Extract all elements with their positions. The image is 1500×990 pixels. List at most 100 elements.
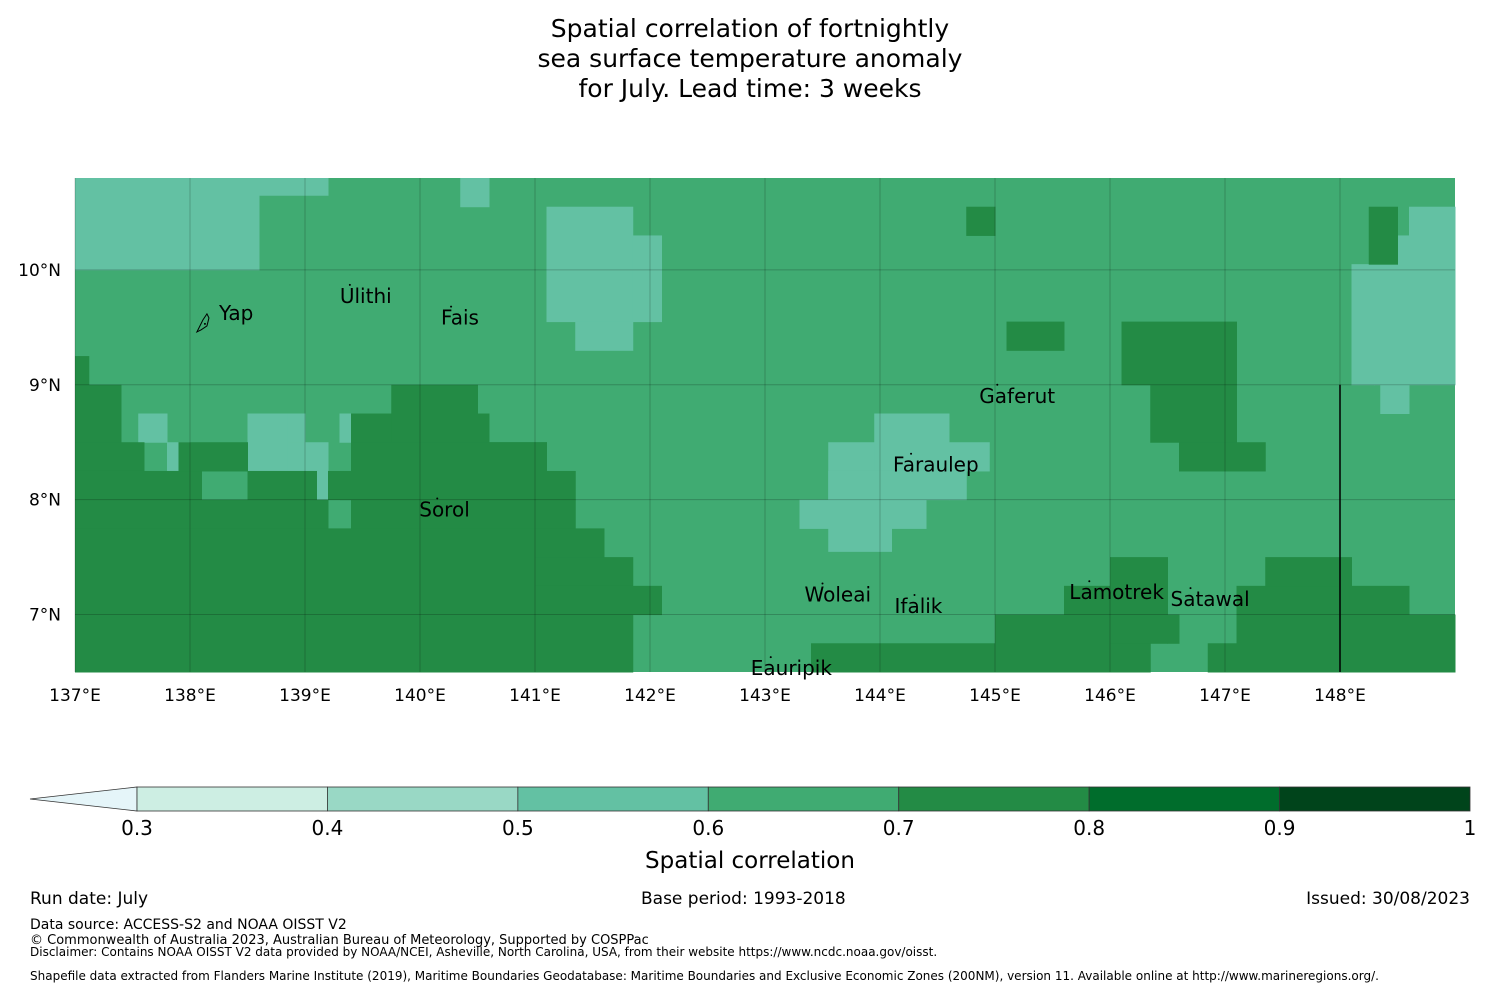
correlation-cell xyxy=(1265,557,1341,587)
lon-tick-label: 143°E xyxy=(739,686,791,706)
correlation-cell xyxy=(1150,384,1237,443)
correlation-cell xyxy=(1409,614,1456,673)
place-label-ulithi: Ulithi xyxy=(340,284,392,308)
colorbar-tick-label: 0.9 xyxy=(1264,816,1296,840)
island-marker xyxy=(348,283,351,286)
lon-tick-label: 140°E xyxy=(394,686,446,706)
colorbar-bin xyxy=(898,786,1090,812)
island-marker xyxy=(996,383,999,386)
base-period: Base period: 1993-2018 xyxy=(641,889,846,909)
correlation-cell xyxy=(75,528,536,673)
colorbar-tick-label: 0.6 xyxy=(692,816,724,840)
island-marker xyxy=(910,452,913,455)
run-date: Run date: July xyxy=(30,889,149,909)
correlation-cell xyxy=(328,470,352,501)
colorbar-extend xyxy=(29,786,138,812)
correlation-cell xyxy=(1351,585,1410,673)
correlation-field xyxy=(75,178,1456,673)
island-marker xyxy=(913,594,916,597)
place-label-satawal: Satawal xyxy=(1171,587,1250,611)
correlation-cell xyxy=(1351,264,1375,386)
correlation-cell xyxy=(546,470,576,501)
copyright: © Commonwealth of Australia 2023, Austra… xyxy=(30,933,649,948)
correlation-cell xyxy=(1368,206,1398,265)
correlation-cell xyxy=(75,178,260,271)
place-label-lamotrek: Lamotrek xyxy=(1069,580,1164,604)
colorbar-bin xyxy=(1279,786,1471,812)
lon-tick-label: 139°E xyxy=(279,686,331,706)
lat-tick-label: 10°N xyxy=(18,261,61,281)
colorbar-tick-label: 0.3 xyxy=(121,816,153,840)
title-line-3: for July. Lead time: 3 weeks xyxy=(578,74,922,103)
place-label-gaferut: Gaferut xyxy=(979,384,1055,408)
place-label-eauripik: Eauripik xyxy=(751,656,833,680)
lon-tick-label: 146°E xyxy=(1084,686,1136,706)
correlation-cell xyxy=(75,384,122,443)
colorbar-tick-label: 0.8 xyxy=(1073,816,1105,840)
island-marker xyxy=(1088,580,1091,583)
data-source: Data source: ACCESS-S2 and NOAA OISST V2 xyxy=(30,917,347,933)
correlation-cell xyxy=(75,356,90,386)
correlation-cell xyxy=(535,557,634,587)
disclaimer: Disclaimer: Contains NOAA OISST V2 data … xyxy=(30,945,938,959)
correlation-cell xyxy=(1006,321,1065,351)
correlation-cell xyxy=(1110,557,1168,644)
map-title: Spatial correlation of fortnightly sea s… xyxy=(0,14,1500,104)
graticule xyxy=(74,178,1455,672)
colorbar-tick-label: 1 xyxy=(1464,816,1477,840)
colorbar-tick-label: 0.5 xyxy=(502,816,534,840)
correlation-cell xyxy=(828,528,892,552)
colorbar-label: Spatial correlation xyxy=(645,848,855,874)
correlation-cell xyxy=(178,442,248,472)
island-marker xyxy=(821,582,824,585)
correlation-cell xyxy=(535,614,634,673)
correlation-cell xyxy=(995,614,1065,673)
place-label-yap: Yap xyxy=(218,301,253,325)
lon-tick-label: 147°E xyxy=(1199,686,1251,706)
place-labels: Yap Ulithi Fais Gaferut Faraulep Sorol Woleai I… xyxy=(195,283,1250,680)
colorbar-bin xyxy=(1088,786,1280,812)
colorbar-bin xyxy=(327,786,519,812)
correlation-cell xyxy=(1207,643,1237,673)
correlation-cell xyxy=(1167,614,1180,644)
correlation-cell xyxy=(1340,557,1352,673)
lon-tick-label: 141°E xyxy=(509,686,561,706)
correlation-cell xyxy=(1409,206,1456,386)
colorbar-tick-label: 0.7 xyxy=(883,816,915,840)
lon-tick-label: 137°E xyxy=(49,686,101,706)
lon-tick-label: 138°E xyxy=(164,686,216,706)
correlation-cell xyxy=(339,413,352,443)
correlation-cell xyxy=(287,413,306,443)
correlation-cell xyxy=(535,585,662,616)
correlation-cell xyxy=(799,499,927,529)
correlation-cell xyxy=(287,442,329,472)
correlation-cell xyxy=(828,470,950,501)
island-marker xyxy=(203,322,206,325)
issued-date: Issued: 30/08/2023 xyxy=(1306,889,1470,909)
colorbar-bin xyxy=(517,786,709,812)
correlation-cell xyxy=(1236,585,1341,673)
correlation-cell xyxy=(546,206,634,323)
correlation-cell xyxy=(1179,442,1266,472)
island-marker xyxy=(769,656,772,659)
correlation-cell xyxy=(1064,585,1111,673)
correlation-cell xyxy=(811,643,996,673)
correlation-cell xyxy=(874,413,950,472)
place-label-ifalik: Ifalik xyxy=(895,594,943,618)
correlation-cell xyxy=(75,499,329,529)
place-label-sorol: Sorol xyxy=(419,498,470,522)
correlation-cell xyxy=(949,442,990,472)
axis-ticks: 137°E 138°E 139°E 140°E 141°E 142°E 143°E 144°E… xyxy=(18,261,1366,706)
correlation-cell xyxy=(535,528,605,558)
island-marker xyxy=(436,497,439,500)
place-label-fais: Fais xyxy=(441,306,479,330)
yap-island-outline xyxy=(195,312,210,334)
shapefile-credit: Shapefile data extracted from Flanders M… xyxy=(30,969,1379,983)
title-line-1: Spatial correlation of fortnightly xyxy=(550,14,950,43)
correlation-cell xyxy=(259,178,329,196)
correlation-cell xyxy=(138,413,168,443)
lon-tick-label: 142°E xyxy=(624,686,676,706)
colorbar-bin xyxy=(707,786,900,812)
island-marker xyxy=(1189,587,1192,590)
